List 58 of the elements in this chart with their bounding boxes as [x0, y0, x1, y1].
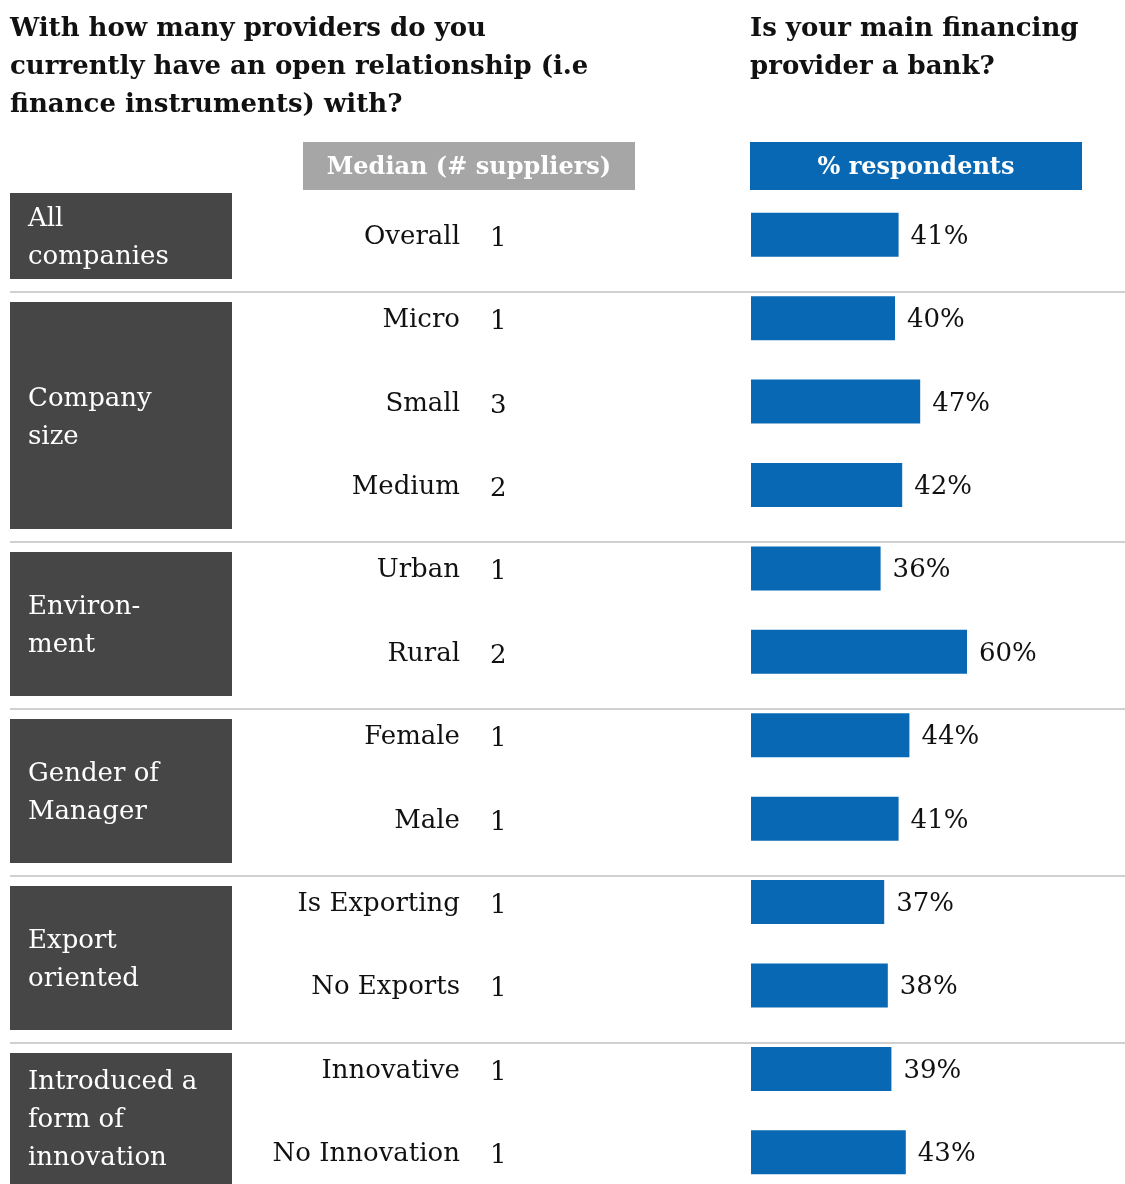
chart-title: Is your main financing provider a bank?: [750, 11, 1080, 82]
y-tick-label: Overall: [364, 219, 460, 250]
data-label: 1: [490, 1137, 508, 1171]
y-tick-label: Is Exporting: [297, 887, 460, 918]
text: All companies: [28, 202, 169, 271]
bar: [751, 379, 921, 424]
x-axis-title: % respondents: [750, 142, 1082, 190]
bar: [751, 462, 903, 507]
y-tick-label: Male: [394, 803, 460, 834]
data-label: 1: [490, 887, 508, 921]
text: Introduced a form of innovation: [28, 1065, 198, 1172]
y-tick-label: Small: [385, 386, 460, 417]
data-label: 1: [490, 971, 508, 1005]
bar: [751, 1046, 892, 1091]
data-label: 40%: [907, 303, 965, 334]
data-label: 38%: [899, 970, 958, 1001]
bar: [751, 880, 885, 925]
data-label: 1: [490, 804, 508, 838]
data-label: 1: [490, 721, 508, 755]
text: Gender of Manager: [28, 757, 159, 826]
bar: [751, 629, 967, 674]
bar: [751, 1130, 906, 1175]
data-label: 47%: [932, 386, 990, 417]
y-tick-label: Innovative: [321, 1053, 460, 1084]
text: Median (# suppliers): [303, 142, 635, 190]
data-label: 39%: [903, 1053, 962, 1084]
text: Company size: [28, 381, 152, 450]
data-label: 3: [490, 387, 508, 421]
bar: [751, 296, 895, 341]
y-tick-label: Female: [364, 720, 460, 751]
data-label: 1: [490, 554, 508, 588]
data-label: 1: [490, 1054, 508, 1088]
y-tick-label: Rural: [387, 636, 460, 667]
bar: [751, 963, 888, 1008]
bar: [751, 796, 899, 841]
text: Environ- ment: [28, 590, 141, 659]
data-label: 42%: [914, 469, 972, 500]
data-label: 43%: [917, 1137, 976, 1168]
text: Export oriented: [28, 923, 140, 992]
data-label: 37%: [896, 887, 954, 918]
data-label: 2: [490, 471, 508, 505]
data-label: 1: [490, 304, 508, 338]
data-label: 41%: [910, 803, 969, 834]
y-tick-label: No Exports: [311, 970, 460, 1001]
data-label: 1: [490, 221, 508, 254]
bar: [751, 212, 899, 257]
y-tick-label: Micro: [382, 303, 460, 334]
y-tick-label: No Innovation: [272, 1137, 461, 1168]
bar: [751, 546, 881, 591]
bar: [751, 713, 910, 758]
data-label: 44%: [921, 720, 980, 751]
y-tick-label: Urban: [376, 553, 461, 584]
y-tick-label: Medium: [351, 469, 460, 500]
data-label: 2: [490, 637, 508, 671]
data-label: 60%: [979, 636, 1037, 667]
data-label: 41%: [910, 219, 969, 250]
data-label: 36%: [892, 553, 951, 584]
text: With how many providers do you currently have an open relationship (i.e finance instruments) with?: [10, 11, 590, 120]
